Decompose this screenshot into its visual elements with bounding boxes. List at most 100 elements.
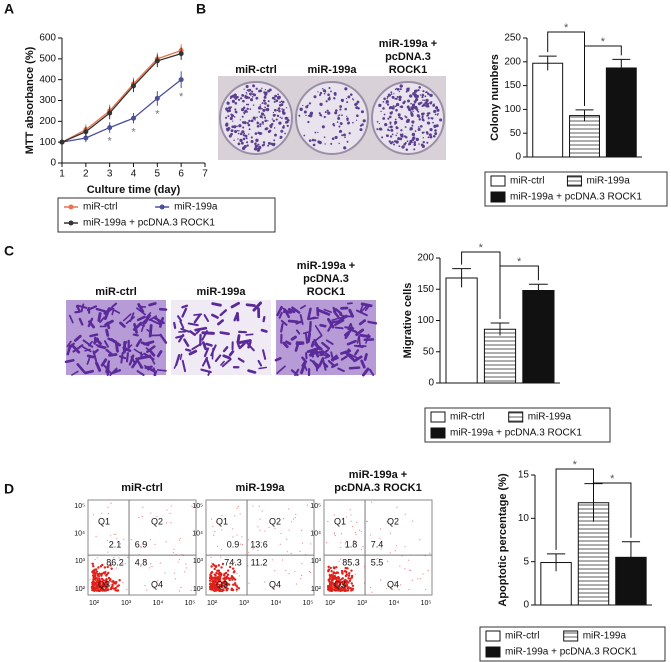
cell bbox=[258, 366, 268, 370]
colony bbox=[395, 126, 399, 130]
cell bbox=[325, 339, 334, 345]
event bbox=[379, 579, 382, 581]
flow-y-tick: 10⁴ bbox=[192, 531, 203, 538]
colony bbox=[247, 103, 250, 106]
event bbox=[107, 506, 109, 508]
legend-swatch bbox=[490, 175, 506, 187]
flow-x-tick: 10⁴ bbox=[389, 600, 400, 607]
event bbox=[335, 576, 338, 580]
colony bbox=[308, 102, 312, 105]
colony bbox=[244, 134, 248, 138]
colony bbox=[417, 89, 420, 92]
colony bbox=[319, 91, 323, 95]
colony bbox=[236, 125, 238, 128]
colony bbox=[429, 135, 433, 139]
colony bbox=[286, 124, 289, 128]
colony bbox=[258, 111, 261, 113]
colony bbox=[236, 129, 239, 132]
x-tick-label: 3 bbox=[107, 169, 113, 180]
colony bbox=[388, 107, 391, 110]
event bbox=[358, 529, 361, 531]
event bbox=[230, 587, 234, 590]
cell bbox=[175, 353, 181, 367]
cell bbox=[109, 367, 118, 376]
event bbox=[241, 536, 243, 538]
y-axis-label: Apoptotic percentage (%) bbox=[497, 473, 509, 607]
colony bbox=[401, 145, 405, 149]
flow-x-tick: 10⁵ bbox=[303, 600, 314, 607]
event bbox=[340, 586, 343, 589]
colony bbox=[241, 93, 245, 97]
event bbox=[335, 584, 339, 588]
event bbox=[248, 582, 250, 584]
cell bbox=[310, 340, 315, 348]
colony bbox=[344, 136, 346, 139]
flow-x-tick: 10² bbox=[207, 600, 218, 607]
event bbox=[144, 584, 146, 587]
cell bbox=[365, 333, 370, 344]
error-bar bbox=[621, 541, 641, 573]
cell bbox=[154, 316, 163, 325]
cell bbox=[181, 304, 189, 309]
event bbox=[157, 580, 159, 582]
event bbox=[347, 585, 350, 587]
event bbox=[105, 582, 109, 586]
event bbox=[152, 587, 154, 589]
colony bbox=[263, 143, 266, 146]
event bbox=[253, 546, 255, 548]
cell bbox=[276, 365, 286, 374]
colony bbox=[404, 126, 407, 128]
event bbox=[118, 557, 120, 559]
colony bbox=[432, 135, 436, 138]
event bbox=[236, 584, 238, 586]
colony bbox=[237, 142, 241, 146]
cell bbox=[67, 342, 75, 350]
event bbox=[342, 587, 346, 591]
colony bbox=[273, 108, 277, 112]
event bbox=[236, 590, 238, 592]
data-point bbox=[107, 125, 113, 131]
cell bbox=[257, 359, 263, 367]
colony bbox=[262, 123, 265, 125]
image-label: miR-199a + bbox=[297, 260, 355, 272]
cell bbox=[304, 365, 308, 371]
colony bbox=[419, 94, 422, 96]
colony bbox=[268, 88, 272, 92]
colony bbox=[276, 114, 280, 118]
colony bbox=[255, 138, 259, 142]
cell bbox=[82, 339, 94, 348]
cell bbox=[195, 329, 201, 335]
event bbox=[288, 529, 290, 531]
x-tick-label: 1 bbox=[59, 169, 65, 180]
event bbox=[109, 578, 112, 581]
event bbox=[308, 570, 310, 573]
colony bbox=[263, 99, 266, 103]
colony bbox=[382, 101, 385, 103]
colony bbox=[241, 115, 244, 118]
event bbox=[288, 573, 290, 575]
event bbox=[344, 570, 347, 573]
event bbox=[353, 540, 356, 542]
data-point bbox=[131, 115, 136, 121]
event bbox=[335, 582, 338, 586]
colony bbox=[434, 129, 437, 132]
colony bbox=[351, 98, 354, 100]
cell bbox=[287, 307, 296, 314]
colony bbox=[305, 105, 309, 109]
colony bbox=[243, 121, 247, 125]
event bbox=[212, 586, 216, 590]
image-label: miR-ctrl bbox=[95, 286, 137, 298]
image-label: miR-199a + bbox=[349, 469, 407, 481]
colony bbox=[251, 90, 254, 93]
cell bbox=[299, 304, 307, 310]
cell bbox=[318, 357, 325, 368]
colony bbox=[299, 107, 303, 111]
cell bbox=[308, 320, 312, 333]
image-label: miR-199a bbox=[197, 286, 247, 298]
colony bbox=[261, 117, 264, 119]
colony bbox=[389, 135, 393, 138]
colony bbox=[245, 91, 247, 94]
colony bbox=[391, 106, 395, 110]
colony bbox=[238, 130, 240, 132]
flow-y-tick: 10⁵ bbox=[192, 503, 203, 510]
